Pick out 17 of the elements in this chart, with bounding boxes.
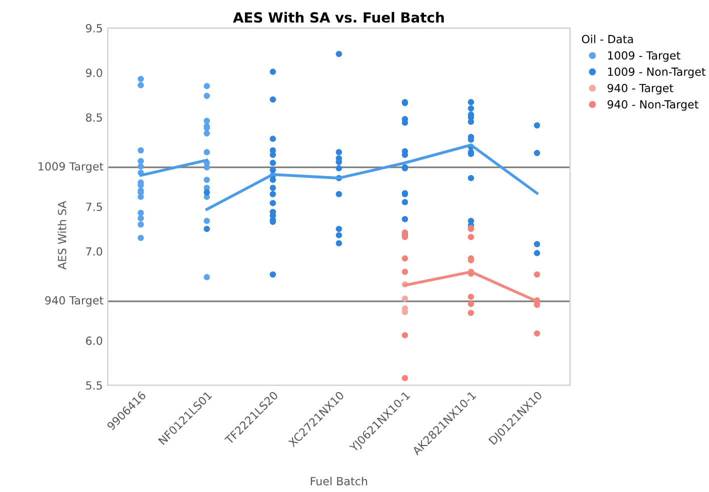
ref-line-label: 1009 Target [38,162,104,173]
legend-label: 1009 - Non-Target [608,68,706,78]
y-tick-label: 9.0 [86,68,102,78]
y-tick-label: 7.5 [86,202,102,212]
chart-title: AES With SA vs. Fuel Batch [232,12,444,23]
y-tick-label: 8.5 [86,113,102,122]
legend-label: 1009 - Target [608,51,680,62]
legend-label: 940 - Target [608,84,674,94]
x-axis-title: Fuel Batch [310,476,368,486]
legend-title: Oil - Data [582,34,633,44]
legend-label: 940 - Non-Target [608,100,698,111]
y-tick-label: 7.0 [86,247,102,256]
ref-line-label: 940 Target [45,296,104,307]
y-tick-label: 9.5 [86,24,102,32]
y-tick-label: 6.0 [86,336,102,345]
y-axis-title: AES With SA [58,200,66,270]
y-tick-label: 5.5 [86,381,102,390]
